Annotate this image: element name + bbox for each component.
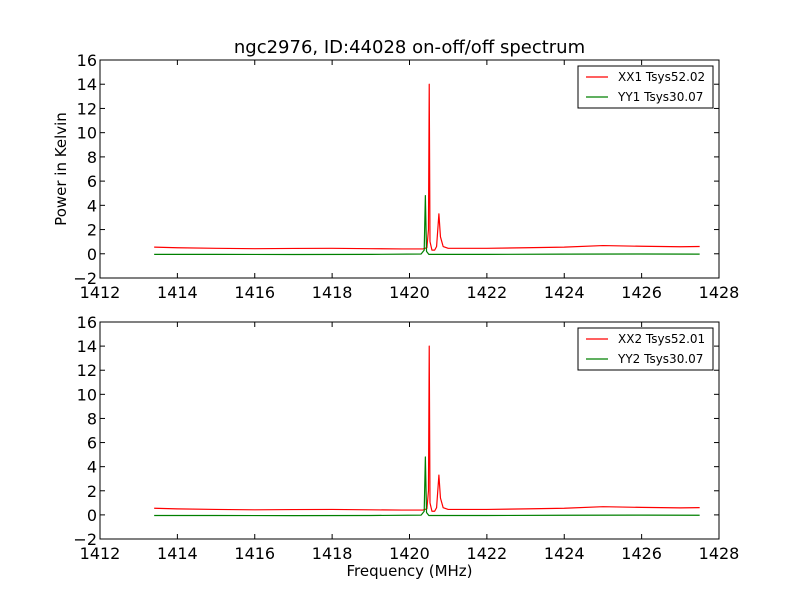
x-tick-label: 1414 — [157, 544, 198, 563]
x-tick-label: 1418 — [312, 283, 353, 302]
x-tick-label: 1428 — [699, 544, 740, 563]
legend-entry: YY2 Tsys30.07 — [617, 352, 703, 366]
series-line-2 — [154, 456, 700, 517]
y-tick-label: 16 — [77, 313, 97, 332]
x-tick-label: 1418 — [312, 544, 353, 563]
y-tick-label: 12 — [77, 361, 97, 380]
y-tick-label: −2 — [73, 269, 97, 288]
y-tick-label: 4 — [87, 458, 97, 477]
x-tick-label: 1428 — [699, 283, 740, 302]
chart-panel-1: 1412 1414 1416 1418 1420 1422 1424 1426 1428−202… — [52, 37, 739, 302]
y-tick-label: 10 — [77, 385, 97, 404]
y-tick-label: 6 — [87, 172, 97, 191]
x-tick-label: 1416 — [234, 544, 275, 563]
legend-entry: XX1 Tsys52.02 — [618, 70, 705, 84]
y-tick-label: 16 — [77, 51, 97, 70]
y-tick-label: 10 — [77, 124, 97, 143]
legend-entry: YY1 Tsys30.07 — [617, 90, 703, 104]
legend: XX2 Tsys52.01 YY2 Tsys30.07 — [577, 327, 714, 371]
legend: XX1 Tsys52.02 YY1 Tsys30.07 — [577, 65, 714, 109]
x-tick-label: 1424 — [544, 544, 585, 563]
x-tick-label: 1424 — [544, 283, 585, 302]
x-tick-label: 1426 — [621, 283, 662, 302]
x-tick-label: 1422 — [467, 283, 508, 302]
x-tick-label: 1422 — [467, 544, 508, 563]
x-tick-label: 1426 — [621, 544, 662, 563]
y-tick-label: −2 — [73, 530, 97, 549]
x-tick-label: 1414 — [157, 283, 198, 302]
legend-box — [577, 65, 714, 109]
y-tick-label: 12 — [77, 99, 97, 118]
x-tick-label: 1420 — [389, 544, 430, 563]
chart-panel-2: 1412 1414 1416 1418 1420 1422 1424 1426 1428−202… — [73, 313, 739, 580]
y-tick-label: 0 — [87, 506, 97, 525]
legend-box — [577, 327, 714, 371]
y-tick-label: 0 — [87, 245, 97, 264]
y-tick-label: 2 — [87, 482, 97, 501]
y-tick-label: 2 — [87, 221, 97, 240]
legend-entry: XX2 Tsys52.01 — [618, 332, 705, 346]
series-line-1 — [154, 83, 700, 251]
y-tick-label: 4 — [87, 196, 97, 215]
series-line-2 — [154, 195, 700, 256]
x-tick-label: 1416 — [234, 283, 275, 302]
series-line-1 — [154, 345, 700, 512]
y-tick-label: 8 — [87, 409, 97, 428]
y-tick-label: 8 — [87, 148, 97, 167]
x-tick-label: 1412 — [80, 544, 121, 563]
y-axis-label: Power in Kelvin — [52, 112, 70, 226]
y-tick-label: 14 — [77, 75, 97, 94]
x-tick-label: 1412 — [80, 283, 121, 302]
y-tick-label: 14 — [77, 337, 97, 356]
chart-title: ngc2976, ID:44028 on-off/off spectrum — [234, 37, 585, 58]
y-tick-label: 6 — [87, 434, 97, 453]
x-axis-label: Frequency (MHz) — [346, 562, 472, 580]
x-tick-label: 1420 — [389, 283, 430, 302]
